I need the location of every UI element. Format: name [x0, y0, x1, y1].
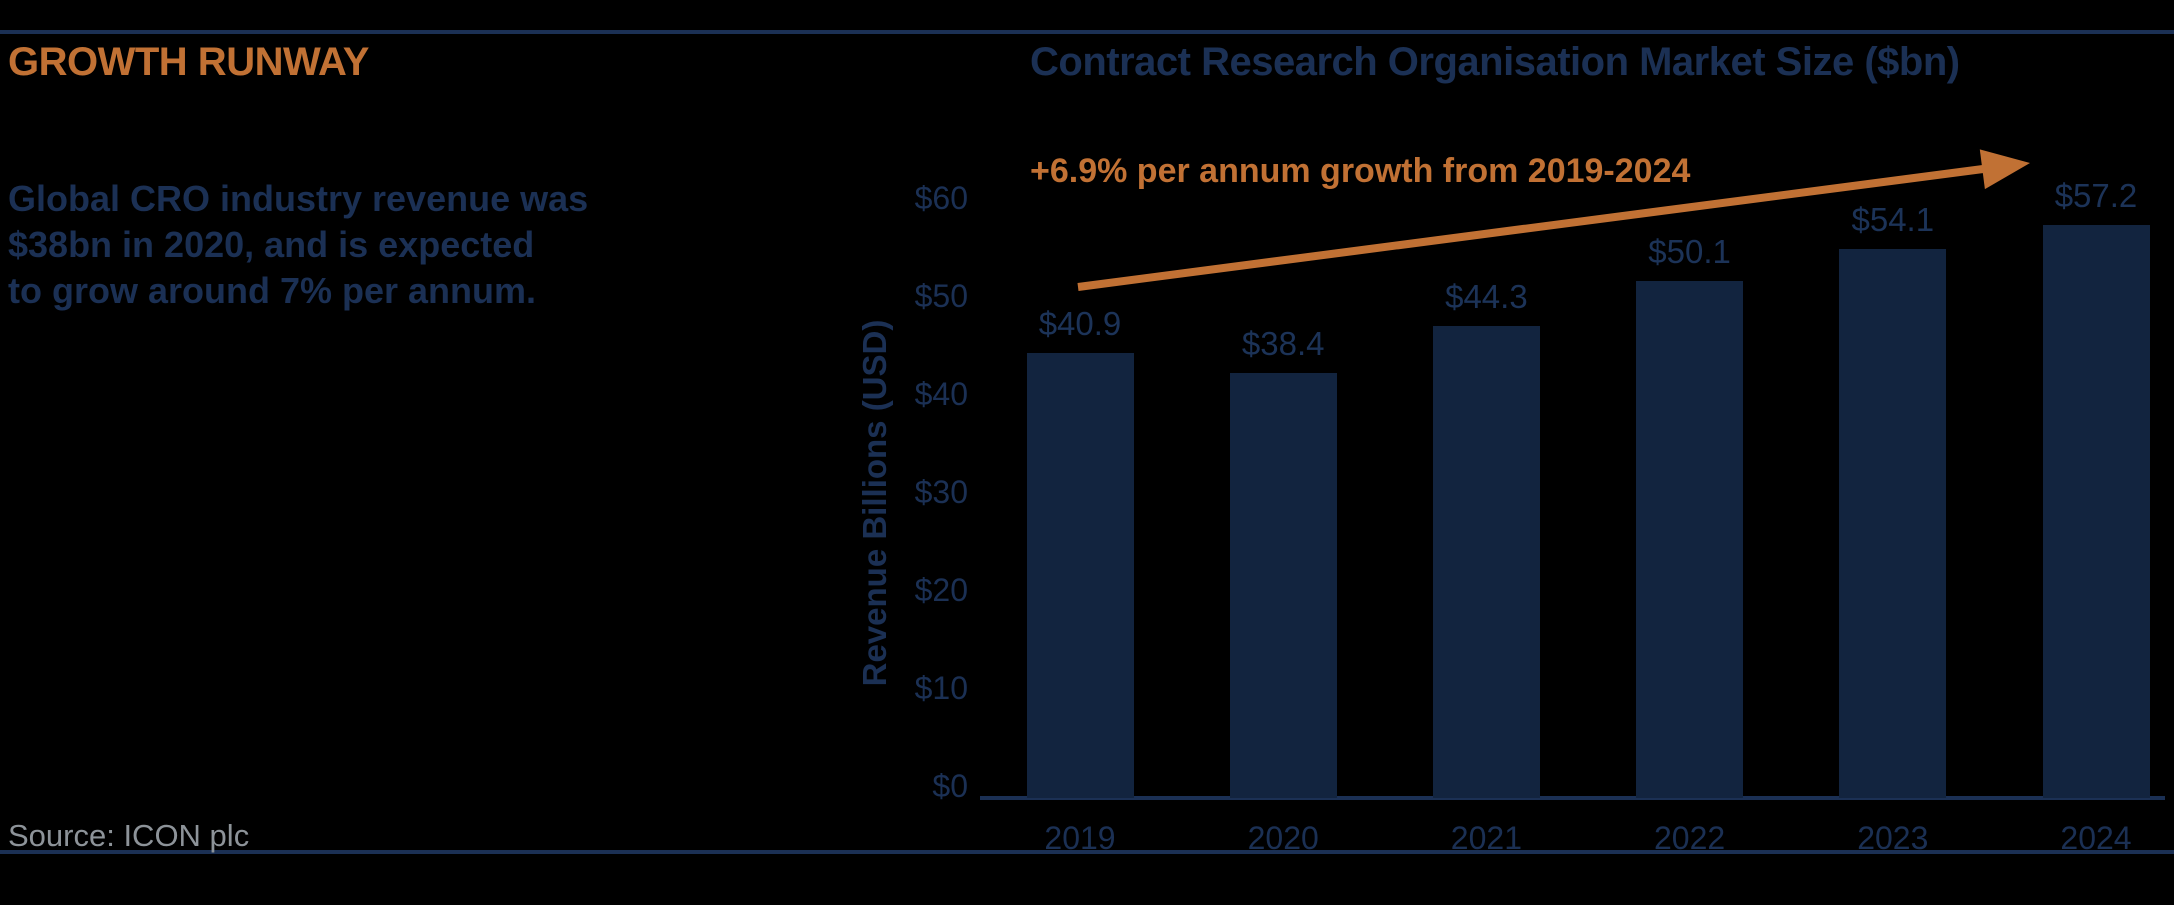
- bar-2020: [1229, 372, 1337, 798]
- top-divider: [0, 30, 2174, 34]
- growth-annotation: +6.9% per annum growth from 2019-2024: [1030, 152, 1691, 190]
- bar-value-label: $38.4: [1241, 324, 1325, 362]
- source-text: Source: ICON plc: [8, 818, 250, 853]
- chart-title: Contract Research Organisation Market Si…: [1030, 40, 1960, 84]
- y-tick-label: $10: [914, 670, 968, 706]
- x-tick-label: 2019: [1044, 820, 1116, 856]
- x-tick-label: 2023: [1857, 820, 1929, 856]
- x-tick-label: 2020: [1247, 820, 1319, 856]
- bar-2021: [1432, 326, 1540, 798]
- y-tick-label: $20: [914, 572, 968, 608]
- y-tick-label: $60: [914, 180, 968, 216]
- x-tick-label: 2021: [1450, 820, 1522, 856]
- x-axis-line: [980, 796, 2165, 800]
- y-tick-label: $50: [914, 278, 968, 314]
- bar-2023: [1839, 249, 1947, 798]
- bar-2022: [1636, 280, 1744, 798]
- bar-value-label: $44.3: [1445, 278, 1528, 316]
- y-tick-label: $40: [914, 376, 968, 412]
- y-tick-label: $30: [914, 474, 968, 510]
- bar-value-label: $57.2: [2054, 176, 2138, 214]
- bar-2019: [1026, 353, 1134, 798]
- bar-value-label: $50.1: [1648, 232, 1731, 270]
- x-tick-label: 2022: [1654, 820, 1726, 856]
- x-tick-label: 2024: [2060, 820, 2132, 856]
- intro-paragraph: Global CRO industry revenue was $38bn in…: [8, 178, 589, 311]
- bar-value-label: $40.9: [1038, 305, 1122, 343]
- page-title: GROWTH RUNWAY: [8, 40, 369, 84]
- bar-2024: [2042, 224, 2150, 798]
- y-tick-label: $0: [932, 768, 968, 804]
- bottom-divider: [0, 850, 2174, 854]
- bar-value-label: $54.1: [1851, 201, 1935, 239]
